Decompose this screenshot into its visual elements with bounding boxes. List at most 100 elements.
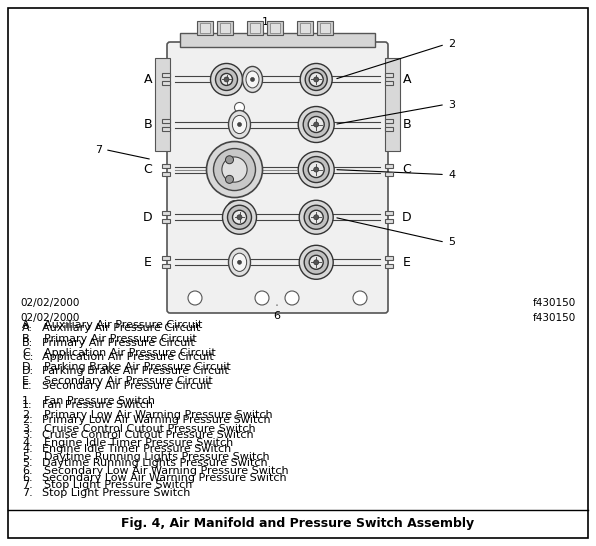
Bar — [385, 164, 393, 168]
Text: Parking Brake Air Pressure Circuit: Parking Brake Air Pressure Circuit — [42, 366, 229, 377]
Text: Engine Idle Timer Pressure Switch: Engine Idle Timer Pressure Switch — [44, 438, 233, 448]
Text: D: D — [402, 211, 412, 224]
Text: 3: 3 — [448, 99, 455, 110]
Bar — [250, 23, 260, 33]
Text: B.: B. — [22, 334, 33, 344]
Circle shape — [228, 205, 252, 229]
Circle shape — [304, 205, 328, 229]
Bar — [162, 164, 170, 168]
Text: D.: D. — [22, 362, 34, 372]
Text: Secondary Low Air Warning Pressure Switch: Secondary Low Air Warning Pressure Switc… — [42, 473, 287, 483]
Circle shape — [237, 260, 241, 264]
Text: A: A — [144, 73, 152, 86]
Circle shape — [216, 68, 237, 91]
Circle shape — [313, 77, 319, 82]
Circle shape — [303, 157, 329, 182]
Bar — [162, 74, 170, 78]
Text: 3.: 3. — [22, 430, 33, 440]
Text: Fan Pressure Switch: Fan Pressure Switch — [44, 396, 155, 406]
Circle shape — [224, 77, 229, 82]
Circle shape — [300, 63, 332, 96]
Text: Auxiliary Air Pressure Circuit: Auxiliary Air Pressure Circuit — [44, 320, 203, 330]
Text: Secondary Air Pressure Circuit: Secondary Air Pressure Circuit — [44, 376, 213, 386]
Bar — [220, 23, 230, 33]
Text: Secondary Low Air Warning Pressure Switch: Secondary Low Air Warning Pressure Switc… — [44, 466, 288, 476]
Text: Daytime Running Lights Pressure Switch: Daytime Running Lights Pressure Switch — [44, 452, 269, 462]
Text: A.: A. — [22, 320, 33, 330]
Bar — [247, 21, 263, 35]
Text: 1.: 1. — [22, 396, 33, 406]
Circle shape — [250, 78, 254, 81]
Bar — [217, 21, 233, 35]
Text: 2: 2 — [448, 39, 455, 50]
Circle shape — [225, 156, 234, 164]
Circle shape — [299, 200, 333, 234]
Circle shape — [353, 291, 367, 305]
Text: Primary Low Air Warning Pressure Switch: Primary Low Air Warning Pressure Switch — [42, 415, 271, 425]
Bar — [385, 171, 393, 176]
Text: B: B — [144, 118, 153, 131]
Text: E.: E. — [22, 381, 33, 391]
Ellipse shape — [232, 115, 247, 134]
FancyBboxPatch shape — [167, 42, 388, 313]
Text: C.: C. — [22, 352, 33, 362]
Text: f430150: f430150 — [533, 313, 576, 323]
Text: Primary Low Air Warning Pressure Switch: Primary Low Air Warning Pressure Switch — [44, 410, 272, 420]
Circle shape — [308, 116, 324, 133]
Circle shape — [313, 122, 319, 127]
Bar — [385, 219, 393, 223]
Bar — [300, 23, 310, 33]
Text: 02/02/2000: 02/02/2000 — [20, 298, 79, 308]
Text: 4.: 4. — [22, 438, 33, 448]
Bar — [155, 58, 170, 151]
Bar — [385, 74, 393, 78]
Text: D: D — [143, 211, 153, 224]
Text: 4: 4 — [448, 170, 455, 180]
Text: A: A — [403, 73, 411, 86]
Text: 2.: 2. — [22, 415, 33, 425]
Bar — [200, 23, 210, 33]
Text: Engine Idle Timer Pressure Switch: Engine Idle Timer Pressure Switch — [42, 444, 231, 454]
Text: Primary Air Pressure Circuit: Primary Air Pressure Circuit — [42, 337, 195, 347]
Bar — [162, 219, 170, 223]
Bar — [385, 58, 400, 151]
Circle shape — [309, 210, 323, 224]
Text: f430150: f430150 — [533, 298, 576, 308]
Text: C: C — [144, 163, 153, 176]
Text: Fan Pressure Switch: Fan Pressure Switch — [42, 401, 153, 411]
Bar — [385, 127, 393, 130]
Text: 5.: 5. — [22, 452, 33, 462]
Circle shape — [285, 291, 299, 305]
Text: 6.: 6. — [22, 473, 33, 483]
Text: B: B — [403, 118, 411, 131]
Bar — [162, 211, 170, 215]
Text: 1: 1 — [262, 17, 269, 27]
Text: 5.: 5. — [22, 459, 33, 468]
Text: E.: E. — [22, 376, 33, 386]
Bar — [297, 21, 313, 35]
Circle shape — [305, 68, 327, 91]
Text: E: E — [403, 256, 411, 269]
Bar — [162, 264, 170, 268]
Circle shape — [234, 103, 244, 112]
Text: 1.: 1. — [22, 401, 33, 411]
Circle shape — [313, 167, 319, 172]
Circle shape — [232, 210, 247, 224]
Circle shape — [309, 73, 323, 86]
Text: Application Air Pressure Circuit: Application Air Pressure Circuit — [44, 348, 216, 358]
Ellipse shape — [243, 67, 262, 92]
Bar — [385, 118, 393, 122]
Circle shape — [313, 260, 319, 265]
Bar — [162, 81, 170, 86]
Bar — [197, 21, 213, 35]
Bar — [162, 171, 170, 176]
Text: 02/02/2000: 02/02/2000 — [20, 313, 79, 323]
Circle shape — [237, 215, 242, 219]
Text: 7: 7 — [95, 145, 102, 155]
Text: Stop Light Pressure Switch: Stop Light Pressure Switch — [44, 480, 193, 490]
Text: Cruise Control Cutout Pressure Switch: Cruise Control Cutout Pressure Switch — [42, 430, 254, 440]
Text: E: E — [144, 256, 152, 269]
Bar — [320, 23, 330, 33]
Text: C.: C. — [22, 348, 33, 358]
Ellipse shape — [232, 253, 247, 271]
